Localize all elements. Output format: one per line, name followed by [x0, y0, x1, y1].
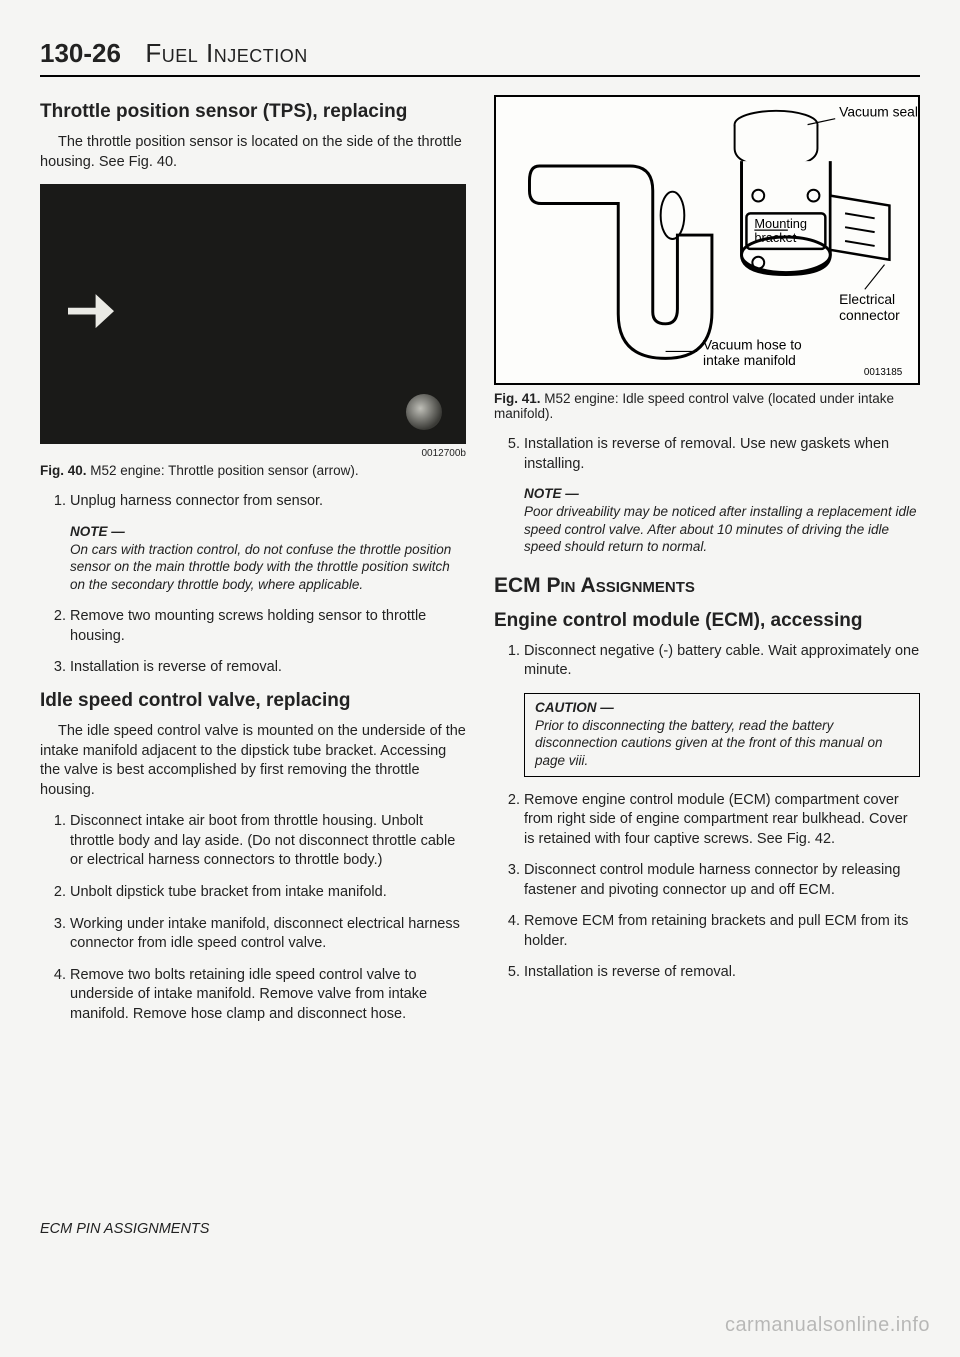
tps-intro: The throttle position sensor is located … — [40, 133, 466, 172]
footer-text: ECM PIN ASSIGNMENTS — [40, 1221, 209, 1237]
tps-steps-1: Unplug harness connector from sensor. — [40, 492, 466, 512]
note-label: NOTE — — [70, 524, 466, 539]
left-column: Throttle position sensor (TPS), replacin… — [40, 95, 466, 1036]
tps-step-1: Unplug harness connector from sensor. — [70, 492, 466, 512]
figure-41-diagram: Vacuum seal Mountingbracket Electricalco… — [494, 95, 920, 385]
tps-steps-2: Remove two mounting screws holding senso… — [40, 607, 466, 678]
figure-41-text: M52 engine: Idle speed control valve (lo… — [494, 391, 894, 421]
idle-intro: The idle speed control valve is mounted … — [40, 722, 466, 800]
caution-text: Prior to disconnecting the battery, read… — [535, 717, 909, 770]
heading-ecm-access: Engine control module (ECM), accessing — [494, 610, 920, 632]
two-column-layout: Throttle position sensor (TPS), replacin… — [40, 95, 920, 1036]
svg-text:0013185: 0013185 — [864, 367, 903, 378]
note-traction-control: NOTE — On cars with traction control, do… — [70, 524, 466, 594]
note-text: On cars with traction control, do not co… — [70, 541, 466, 594]
ecm-step-3: Disconnect control module harness connec… — [524, 861, 920, 900]
idle-valve-svg: Vacuum seal Mountingbracket Electricalco… — [496, 97, 918, 383]
svg-text:Electricalconnector: Electricalconnector — [839, 292, 900, 323]
page-number: 130-26 — [40, 38, 121, 68]
figure-40-caption: Fig. 40. M52 engine: Throttle position s… — [40, 463, 466, 478]
ecm-step-1: Disconnect negative (-) battery cable. W… — [524, 642, 920, 681]
watermark: carmanualsonline.info — [725, 1314, 930, 1337]
figure-40-text: M52 engine: Throttle position sensor (ar… — [87, 463, 359, 478]
heading-ecm-pin: ECM Pin Assignments — [494, 574, 920, 598]
idle-steps: Disconnect intake air boot from throttle… — [40, 812, 466, 1024]
ecm-step-5: Installation is reverse of removal. — [524, 963, 920, 983]
heading-idle: Idle speed control valve, replacing — [40, 690, 466, 712]
ecm-steps-1: Disconnect negative (-) battery cable. W… — [494, 642, 920, 681]
tps-step-3: Installation is reverse of removal. — [70, 658, 466, 678]
idle-step-3: Working under intake manifold, disconnec… — [70, 915, 466, 954]
svg-text:Vacuum hose tointake manifold: Vacuum hose tointake manifold — [703, 337, 802, 368]
chapter-title: Fuel Injection — [145, 38, 307, 68]
heading-tps: Throttle position sensor (TPS), replacin… — [40, 101, 466, 123]
label-vacuum-seal: Vacuum seal — [839, 105, 918, 120]
idle-steps-cont: Installation is reverse of removal. Use … — [494, 435, 920, 474]
ecm-step-4: Remove ECM from retaining brackets and p… — [524, 912, 920, 951]
idle-step-5: Installation is reverse of removal. Use … — [524, 435, 920, 474]
figure-41-number: Fig. 41. — [494, 391, 541, 406]
tps-step-2: Remove two mounting screws holding senso… — [70, 607, 466, 646]
figure-40-code: 0012700b — [40, 448, 466, 459]
note-label-2: NOTE — — [524, 486, 920, 501]
idle-step-4: Remove two bolts retaining idle speed co… — [70, 966, 466, 1025]
figure-41-caption: Fig. 41. M52 engine: Idle speed control … — [494, 391, 920, 421]
page-content: 130-26 Fuel Injection Throttle position … — [40, 38, 920, 1036]
page-header: 130-26 Fuel Injection — [40, 38, 920, 77]
note-driveability: NOTE — Poor driveability may be noticed … — [524, 486, 920, 556]
note-text-2: Poor driveability may be noticed after i… — [524, 503, 920, 556]
idle-step-1: Disconnect intake air boot from throttle… — [70, 812, 466, 871]
caution-battery: CAUTION — Prior to disconnecting the bat… — [524, 693, 920, 777]
caution-label: CAUTION — — [535, 700, 909, 715]
right-column: Vacuum seal Mountingbracket Electricalco… — [494, 95, 920, 1036]
ecm-steps-2: Remove engine control module (ECM) compa… — [494, 791, 920, 984]
ecm-step-2: Remove engine control module (ECM) compa… — [524, 791, 920, 850]
figure-40-number: Fig. 40. — [40, 463, 87, 478]
figure-40-photo — [40, 184, 466, 444]
idle-step-2: Unbolt dipstick tube bracket from intake… — [70, 883, 466, 903]
